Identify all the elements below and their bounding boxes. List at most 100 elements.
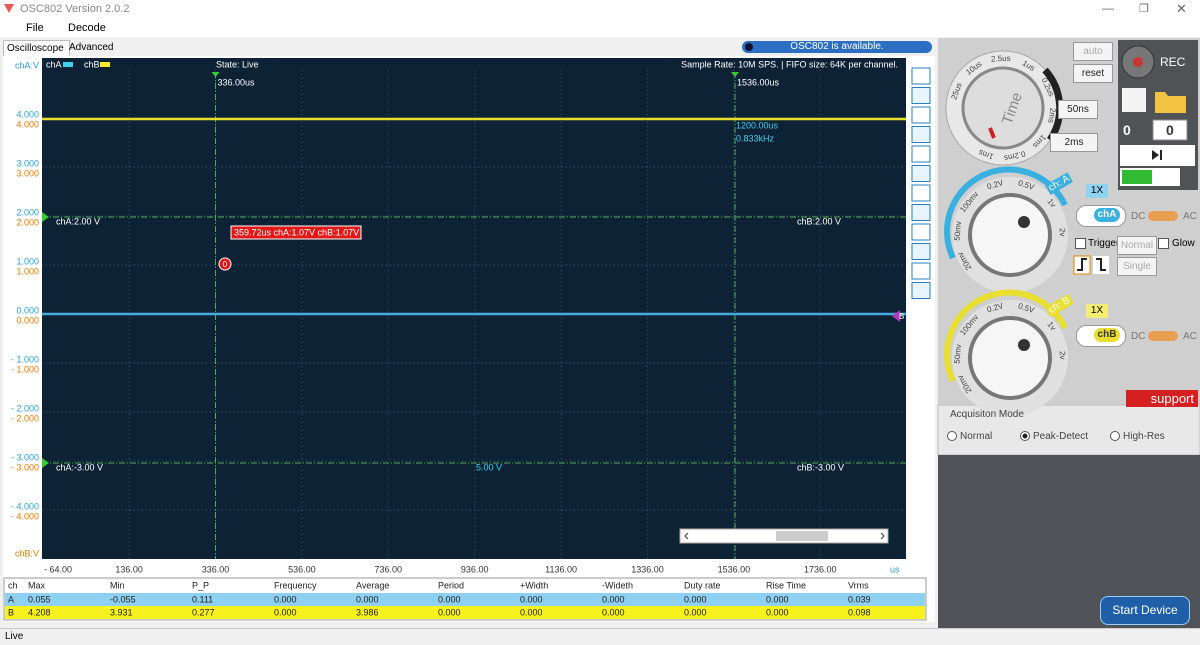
state: State: Live: [216, 59, 259, 69]
cha-y-label: 1.000: [16, 256, 39, 266]
cha-axis-label: chA:V: [15, 60, 39, 70]
row-b: [5, 606, 925, 619]
knob-label: 2.5us: [991, 54, 1011, 64]
tool-icon[interactable]: [911, 126, 931, 143]
time-select[interactable]: 2ms: [1050, 133, 1098, 152]
tool-icon[interactable]: [911, 282, 931, 299]
menu-item[interactable]: File: [26, 22, 44, 34]
table-cell: 0.000: [438, 594, 461, 604]
tool-icon[interactable]: [911, 243, 931, 260]
tab[interactable]: Oscilloscope: [3, 40, 70, 56]
trigger-label: Trigger: [1088, 238, 1120, 249]
chb-y-label: - 2.000: [11, 413, 39, 423]
chb-y-label: 0.000: [16, 315, 39, 325]
menu-item[interactable]: Decode: [68, 22, 106, 34]
folder-icon[interactable]: [1155, 92, 1186, 113]
chb-y-label: 4.000: [16, 119, 39, 129]
cursor-marker: [731, 72, 739, 77]
cha-knob-dot: [1018, 216, 1030, 228]
trigger-checkbox[interactable]: [1075, 238, 1086, 249]
table-cell: 0.000: [766, 594, 789, 604]
table-header: ch: [8, 580, 18, 590]
update-notice[interactable]: OSC802 is available.: [742, 41, 932, 53]
table-cell: 0.000: [274, 607, 297, 617]
level-marker: [42, 458, 49, 468]
play-icon: [1152, 150, 1162, 160]
tool-icon[interactable]: [911, 223, 931, 241]
chb-ac: AC: [1183, 331, 1197, 342]
table-cell: 3.986: [356, 607, 379, 617]
cha-probe[interactable]: 1X: [1086, 184, 1108, 198]
tool-icon[interactable]: [911, 87, 931, 104]
table-header: +Width: [520, 580, 548, 590]
table-header: -Wideth: [602, 580, 633, 590]
reset-button[interactable]: reset: [1073, 64, 1113, 83]
cha-y-label: - 4.000: [11, 501, 39, 511]
x-tick-label: 136.00: [115, 564, 143, 574]
time-pointer: [988, 127, 996, 139]
time-select[interactable]: 50ns: [1058, 100, 1098, 119]
table-cell: 0.000: [520, 594, 543, 604]
x-tick-label: 536.00: [288, 564, 316, 574]
time-knob[interactable]: [961, 66, 1045, 150]
glow-checkbox[interactable]: [1158, 238, 1169, 249]
acq-radio[interactable]: [1110, 431, 1120, 441]
legend-label: chB: [84, 59, 100, 69]
status-text: Live: [5, 631, 24, 642]
rising-icon: [1077, 258, 1087, 271]
chb-axis-label: chB:V: [15, 548, 39, 558]
menu-bar: File Decode: [0, 19, 1200, 37]
counter-box[interactable]: [1152, 119, 1188, 141]
cha-coupling-switch[interactable]: [1148, 211, 1178, 221]
acq-radio[interactable]: [947, 431, 957, 441]
tooltip: 359.72us chA:1.07V chB:1.07V: [234, 227, 359, 237]
tool-icon[interactable]: [911, 145, 931, 163]
table-header: P_P: [192, 580, 209, 590]
volt-label: 2v: [1058, 228, 1067, 237]
acq-radio[interactable]: [1020, 431, 1030, 441]
support-button[interactable]: support: [1126, 390, 1198, 407]
table-cell: 0.000: [356, 594, 379, 604]
tool-icon[interactable]: [911, 184, 931, 202]
x-tick-label: 1736.00: [804, 564, 837, 574]
cha-toggle-label: chA: [1094, 208, 1120, 222]
counter-input[interactable]: 0: [1166, 122, 1174, 138]
trigger-mode[interactable]: Normal: [1117, 236, 1157, 255]
settings-icon[interactable]: [1122, 88, 1146, 112]
scroll-thumb[interactable]: [776, 531, 828, 541]
chb-coupling-switch[interactable]: [1148, 331, 1178, 341]
rec-label: REC: [1160, 55, 1186, 69]
tool-icon[interactable]: [911, 67, 931, 85]
tab[interactable]: Advanced: [69, 42, 114, 53]
app-icon: [4, 4, 14, 13]
chb-probe[interactable]: 1X: [1086, 304, 1108, 318]
cha-y-label: - 2.000: [11, 403, 39, 413]
chb-y-label: 3.000: [16, 168, 39, 178]
cursor-label: 1536.00us: [737, 77, 780, 87]
rec-dot: [1133, 57, 1143, 67]
maximize[interactable]: ❐: [1139, 3, 1149, 15]
cha-ac: AC: [1183, 211, 1197, 222]
tool-icon[interactable]: [911, 262, 931, 280]
chb-y-label: - 4.000: [11, 511, 39, 521]
table-header: Min: [110, 580, 125, 590]
glow-label: Glow: [1172, 238, 1195, 249]
chb-knob[interactable]: [968, 316, 1052, 400]
offset-label: B: [899, 312, 904, 321]
tooltip-box: [230, 225, 362, 240]
start-button[interactable]: Start Device: [1100, 596, 1190, 625]
single-button[interactable]: Single: [1117, 257, 1157, 276]
volt-label: 50mv: [953, 221, 964, 241]
cha-knob[interactable]: [968, 193, 1052, 277]
auto-button[interactable]: auto: [1073, 42, 1113, 61]
chb-y-label: - 3.000: [11, 462, 39, 472]
chb-y-label: - 1.000: [11, 364, 39, 374]
legend-label: chA: [46, 59, 62, 69]
minimize[interactable]: —: [1102, 1, 1114, 15]
tool-icon[interactable]: [911, 204, 931, 221]
cha-y-label: 2.000: [16, 207, 39, 217]
close[interactable]: ✕: [1176, 1, 1187, 16]
tool-icon[interactable]: [911, 165, 931, 182]
cha-y-label: 3.000: [16, 158, 39, 168]
tool-icon[interactable]: [911, 106, 931, 124]
